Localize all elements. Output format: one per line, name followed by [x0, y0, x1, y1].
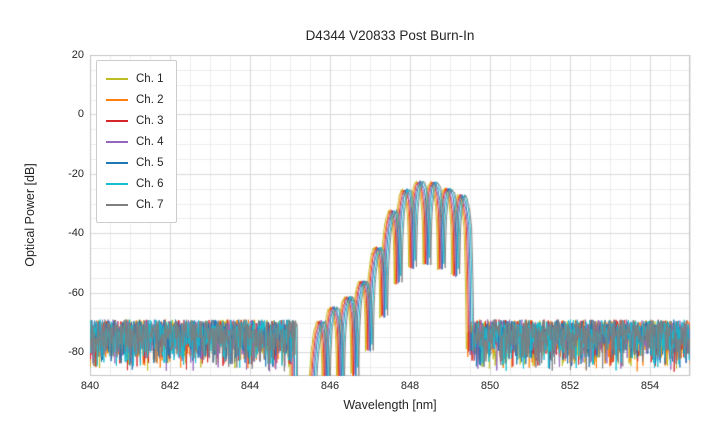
legend-line-swatch [106, 140, 128, 143]
x-tick-label: 852 [560, 380, 580, 392]
y-tick-label: 20 [71, 49, 84, 61]
x-tick-label: 846 [320, 380, 340, 392]
legend-item: Ch. 6 [106, 173, 164, 194]
x-tick-label: 840 [80, 380, 100, 392]
x-tick-label: 842 [160, 380, 180, 392]
chart-title: D4344 V20833 Post Burn-In [305, 28, 475, 43]
legend-item: Ch. 4 [106, 131, 164, 152]
x-tick-label: 844 [240, 380, 260, 392]
legend-label: Ch. 3 [136, 114, 164, 127]
legend-item: Ch. 2 [106, 89, 164, 110]
legend-line-swatch [106, 77, 128, 80]
y-tick-label: -40 [68, 227, 84, 240]
legend-line-swatch [106, 98, 128, 101]
legend: Ch. 1 Ch. 2 Ch. 3 Ch. 4 Ch. 5 Ch. 6 Ch. 7 [96, 60, 177, 223]
legend-item: Ch. 3 [106, 110, 164, 131]
legend-line-swatch [106, 182, 128, 185]
legend-label: Ch. 6 [136, 177, 164, 190]
x-tick-label: 850 [480, 380, 500, 392]
y-tick-label: -60 [68, 286, 84, 299]
legend-label: Ch. 1 [136, 72, 164, 85]
legend-line-swatch [106, 161, 128, 164]
legend-label: Ch. 4 [136, 135, 164, 148]
legend-line-swatch [106, 203, 128, 206]
legend-item: Ch. 1 [106, 68, 164, 89]
y-tick-label: 0 [77, 108, 84, 121]
x-tick-label: 854 [640, 380, 660, 392]
legend-label: Ch. 7 [136, 198, 164, 211]
y-tick-label: -20 [68, 167, 84, 180]
legend-item: Ch. 7 [106, 194, 164, 215]
legend-label: Ch. 2 [136, 93, 164, 106]
x-axis-label: Wavelength [nm] [343, 398, 437, 412]
legend-item: Ch. 5 [106, 152, 164, 173]
legend-line-swatch [106, 119, 128, 122]
legend-label: Ch. 5 [136, 156, 164, 169]
x-tick-label: 848 [400, 380, 420, 392]
y-tick-label: -80 [68, 346, 84, 359]
